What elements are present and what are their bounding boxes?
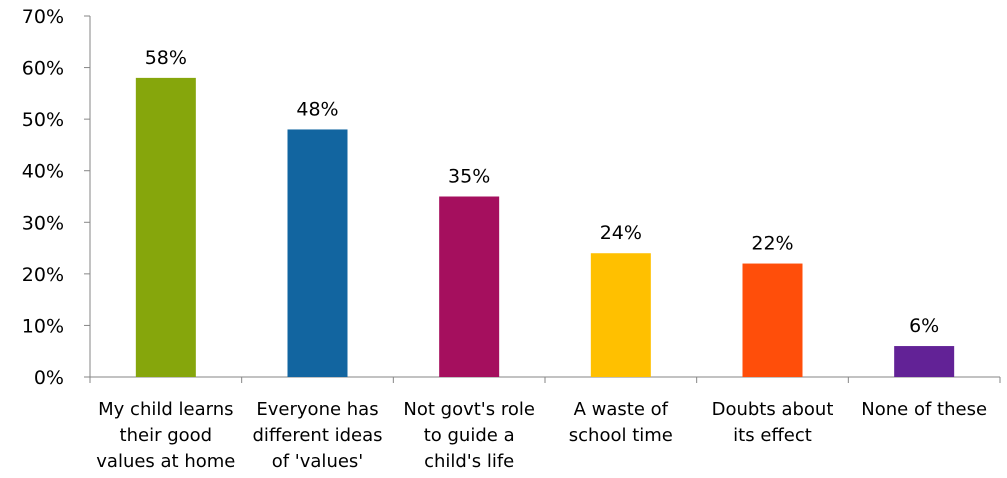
category-label-line: Not govt's role	[403, 399, 535, 420]
bar-value-label: 48%	[296, 98, 338, 120]
category-label-line: different ideas	[252, 425, 382, 446]
bar-value-label: 35%	[448, 166, 490, 188]
y-tick-label: 50%	[22, 109, 64, 131]
category-label: Everyone has different ideas of 'values'	[252, 399, 382, 472]
category-label-line: My child learns	[98, 399, 233, 420]
y-tick-label: 0%	[34, 367, 64, 389]
bar-value-label: 58%	[145, 47, 187, 69]
x-axis	[89, 376, 1001, 383]
category-label-line: school time	[569, 425, 673, 446]
bar	[439, 196, 500, 377]
category-label: A waste of school time	[569, 399, 673, 446]
category-label-line: their good	[120, 425, 213, 446]
category-label-line: Everyone has	[256, 399, 378, 420]
bar-value-label: 24%	[600, 222, 642, 244]
y-tick-label: 10%	[22, 315, 64, 337]
category-label: None of these	[861, 399, 987, 420]
category-labels: My child learns their good values at home E…	[96, 399, 987, 472]
y-tick-label: 40%	[22, 161, 64, 183]
y-tick-label: 70%	[22, 6, 64, 28]
category-label-line: values at home	[96, 451, 235, 472]
category-label: Doubts about its effect	[712, 399, 834, 446]
data-labels: 58% 48% 35% 24% 22% 6%	[145, 47, 940, 337]
category-label: My child learns their good values at home	[96, 399, 235, 472]
y-axis: 0% 10% 20% 30% 40% 50% 60% 70%	[22, 6, 91, 389]
category-label-line: of 'values'	[272, 451, 364, 472]
category-label-line: its effect	[733, 425, 812, 446]
bar-value-label: 6%	[909, 315, 939, 337]
category-label-line: A waste of	[574, 399, 669, 420]
category-label-line: to guide a	[424, 425, 515, 446]
category-label-line: child's life	[424, 451, 514, 472]
y-tick-label: 20%	[22, 264, 64, 286]
bar	[742, 263, 803, 377]
category-label: Not govt's role to guide a child's life	[403, 399, 535, 472]
y-tick-label: 30%	[22, 212, 64, 234]
bar	[894, 346, 955, 377]
bar	[135, 77, 196, 377]
bar	[590, 253, 651, 377]
category-label-line: None of these	[861, 399, 987, 420]
bar	[287, 129, 348, 377]
y-tick-label: 60%	[22, 58, 64, 80]
bar-value-label: 22%	[751, 233, 793, 255]
category-label-line: Doubts about	[712, 399, 834, 420]
bars	[135, 77, 955, 377]
